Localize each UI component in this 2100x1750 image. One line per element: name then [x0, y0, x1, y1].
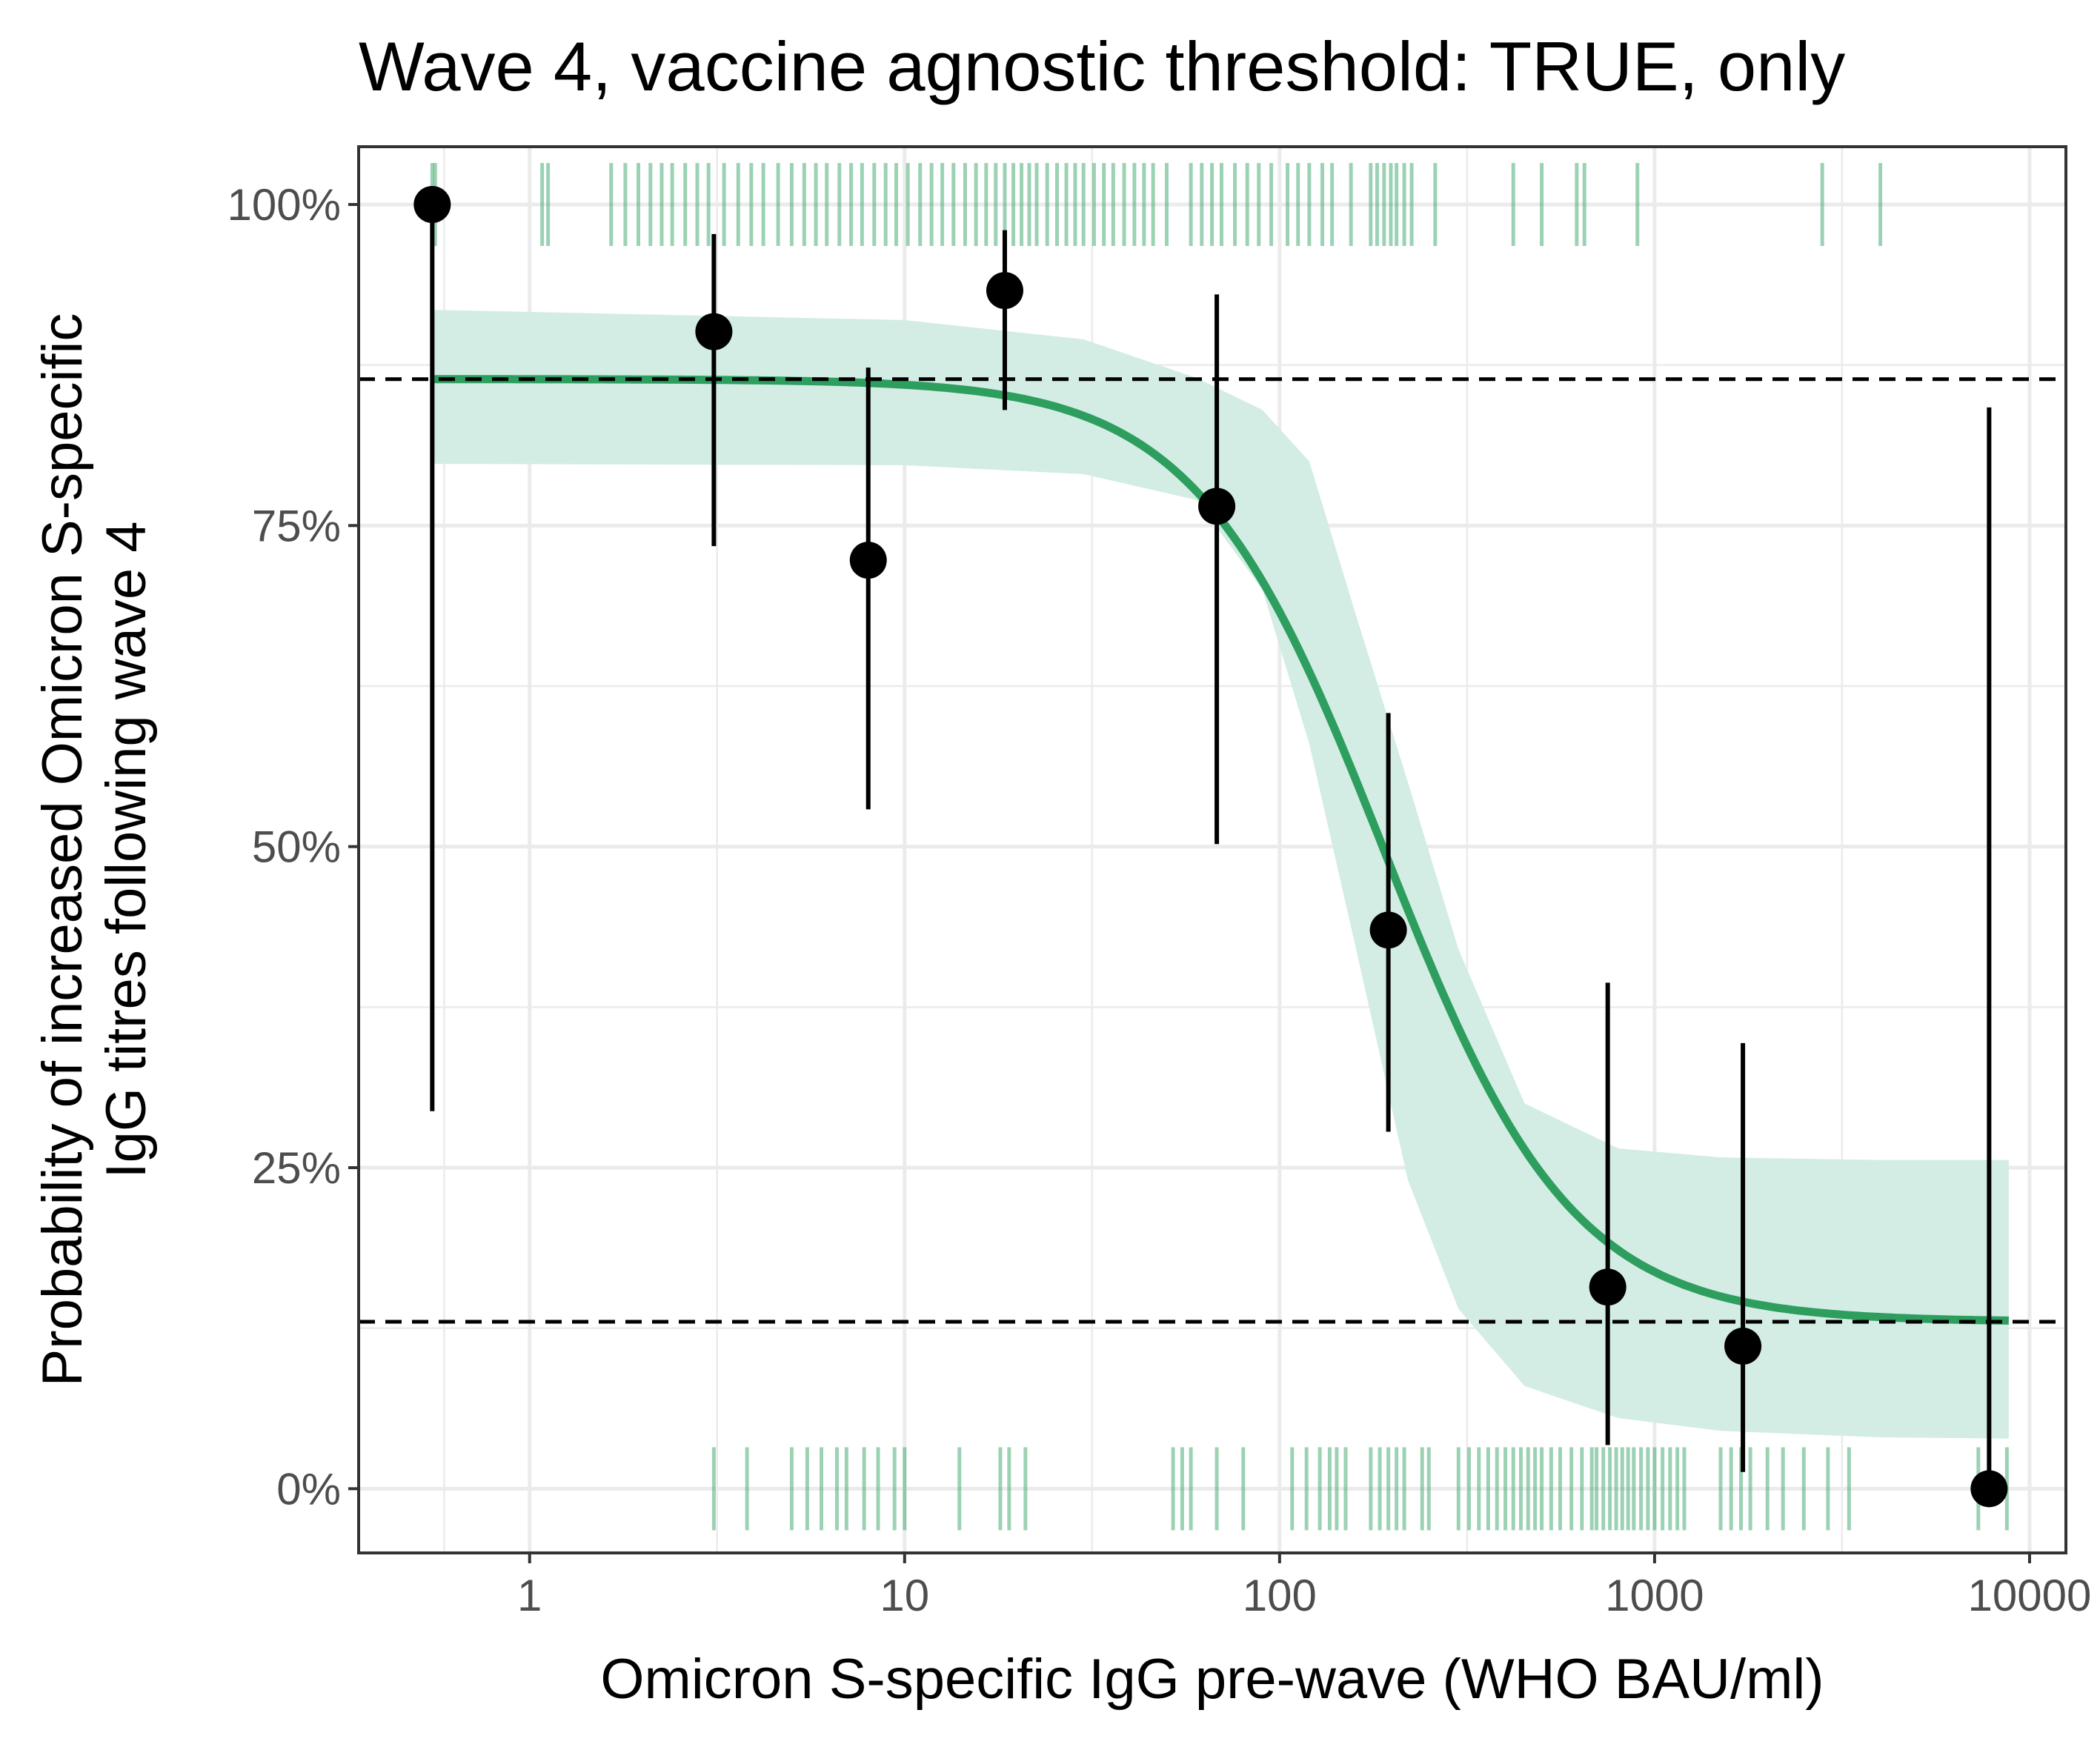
y-tick-label: 0% — [276, 1464, 341, 1514]
data-point — [695, 313, 733, 350]
data-point — [1589, 1268, 1626, 1306]
x-tick-label: 10000 — [1968, 1571, 2092, 1620]
x-axis-title: Omicron S-specific IgG pre-wave (WHO BAU… — [600, 1648, 1824, 1711]
y-tick-label: 50% — [252, 822, 341, 872]
y-axis-title-line: Probability of increased Omicron S-speci… — [31, 313, 94, 1387]
data-point — [849, 542, 887, 579]
y-tick-label: 25% — [252, 1143, 341, 1193]
y-axis-title: Probability of increased Omicron S-speci… — [31, 313, 158, 1387]
data-point — [1970, 1470, 2008, 1508]
confidence-ribbon — [432, 310, 2009, 1439]
chart-title: Wave 4, vaccine agnostic threshold: TRUE… — [359, 27, 1845, 105]
x-tick-label: 10 — [880, 1571, 929, 1620]
plot-area — [357, 145, 2067, 1554]
data-point — [1724, 1327, 1762, 1365]
y-axis-title-line: IgG titres following wave 4 — [95, 521, 158, 1178]
panel-border — [357, 145, 2067, 1554]
y-tick-label: 75% — [252, 501, 341, 550]
x-tick-label: 100 — [1243, 1571, 1317, 1620]
x-tick-label: 1000 — [1605, 1571, 1704, 1620]
data-point — [986, 272, 1023, 310]
y-tick-label: 100% — [227, 180, 341, 230]
data-point — [413, 186, 451, 223]
data-point — [1198, 488, 1236, 525]
data-point — [1369, 911, 1407, 949]
x-tick-label: 1 — [517, 1571, 542, 1620]
